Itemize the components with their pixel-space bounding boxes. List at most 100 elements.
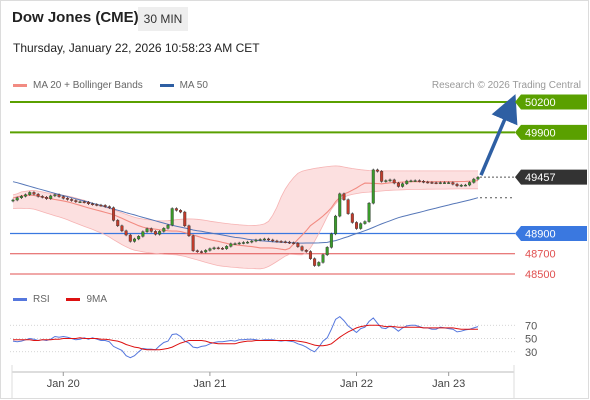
level-tag-49457: 49457: [515, 169, 587, 185]
candle-body: [262, 238, 266, 241]
main-legend: MA 20 + Bollinger Bands MA 50: [13, 80, 222, 91]
candle-body: [132, 238, 136, 242]
level-label-49457: 49457: [525, 172, 556, 184]
candle-body: [141, 231, 145, 237]
candle-body: [401, 183, 405, 187]
level-label-48900: 48900: [525, 228, 556, 240]
candle-body: [371, 169, 375, 204]
forecast-arrow: [479, 94, 518, 176]
candle-body: [183, 211, 187, 227]
candle-body: [166, 224, 170, 229]
time-tick-label-jan-22: Jan 22: [340, 378, 373, 390]
candle-body: [137, 236, 141, 240]
candle-body: [426, 181, 430, 184]
candle-body: [40, 196, 44, 198]
candle-body: [116, 220, 120, 227]
level-label-49900: 49900: [525, 127, 556, 139]
candle-body: [434, 182, 438, 185]
candle-body: [380, 171, 384, 182]
candle-body: [250, 240, 254, 243]
candle-body: [313, 258, 317, 266]
candle-body: [363, 221, 367, 224]
candle-body: [405, 180, 409, 184]
legend-item-ma50: MA 50: [159, 80, 208, 91]
candle-body: [200, 251, 204, 253]
candle-body: [91, 203, 95, 205]
time-axis: Jan 20 Jan 21 Jan 22 Jan 23: [11, 365, 515, 398]
candle-body: [120, 225, 124, 232]
candle-body: [254, 239, 258, 242]
candle-body: [241, 242, 245, 244]
candle-body: [103, 205, 107, 207]
candle-body: [355, 222, 359, 229]
candle-body: [384, 180, 388, 182]
candle-body: [329, 233, 333, 248]
candle-body: [208, 248, 212, 251]
candle-body: [24, 194, 28, 197]
candle-body: [28, 192, 32, 195]
candle-body: [342, 193, 346, 200]
level-tag-48900: 48900: [515, 225, 587, 241]
candle-body: [53, 194, 57, 197]
instrument-title: Dow Jones (CME): [12, 9, 139, 26]
candle-body: [287, 241, 291, 244]
candles-layer: [11, 168, 480, 267]
candle-body: [112, 207, 116, 221]
candle-body: [49, 195, 53, 199]
candle-body: [70, 199, 74, 201]
candle-body: [430, 182, 434, 184]
rsi-legend: RSI 9MA: [13, 294, 121, 305]
candle-body: [107, 206, 111, 208]
level-tag-bg: [515, 124, 587, 140]
level-tag-bg: [515, 94, 587, 110]
candle-body: [128, 234, 132, 242]
forecast-layer: [479, 94, 518, 176]
candle-body: [19, 195, 23, 198]
bollinger-layer: [13, 165, 478, 269]
candle-body: [179, 210, 183, 213]
legend-item-rsi-ma9: 9MA: [66, 294, 107, 305]
candle-body: [300, 246, 304, 251]
candle-body: [417, 180, 421, 182]
legend-label-ma50: MA 50: [179, 80, 208, 91]
candle-body: [438, 182, 442, 184]
level-labels-layer: 50200 49900 49457 48900 48700 48500: [515, 94, 587, 281]
candle-body: [447, 182, 451, 184]
candle-body: [195, 250, 199, 252]
candle-body: [15, 197, 19, 201]
candle-body: [191, 235, 195, 251]
candle-body: [271, 239, 275, 242]
candle-body: [229, 243, 233, 247]
candle-body: [78, 201, 82, 203]
candle-body: [338, 193, 342, 217]
time-tick-label-jan-23: Jan 23: [432, 378, 465, 390]
candle-body: [296, 243, 300, 247]
candle-body: [409, 180, 413, 183]
candle-body: [396, 182, 400, 187]
candle-body: [258, 239, 262, 241]
candle-body: [292, 242, 296, 244]
levels-layer: [10, 101, 515, 275]
candle-body: [279, 241, 283, 243]
candle-body: [367, 202, 371, 222]
candle-body: [392, 179, 396, 184]
candle-body: [225, 246, 229, 249]
chart-header: Dow Jones (CME) 30 MIN: [0, 0, 590, 36]
legend-label-rsi: RSI: [33, 294, 50, 305]
timeframe-badge[interactable]: 30 MIN: [138, 7, 188, 31]
candle-body: [472, 178, 476, 183]
candle-body: [317, 262, 321, 266]
candle-body: [321, 254, 325, 263]
candle-body: [65, 198, 69, 200]
candle-body: [468, 182, 472, 186]
candle-body: [220, 248, 224, 250]
candle-body: [149, 228, 153, 232]
candle-body: [82, 201, 86, 203]
bollinger-lower-line: [12, 188, 478, 270]
candle-body: [304, 250, 308, 252]
candle-body: [455, 183, 459, 187]
legend-swatch-rsi-ma9: [66, 297, 81, 301]
candle-body: [325, 247, 329, 256]
candle-body: [45, 196, 49, 199]
